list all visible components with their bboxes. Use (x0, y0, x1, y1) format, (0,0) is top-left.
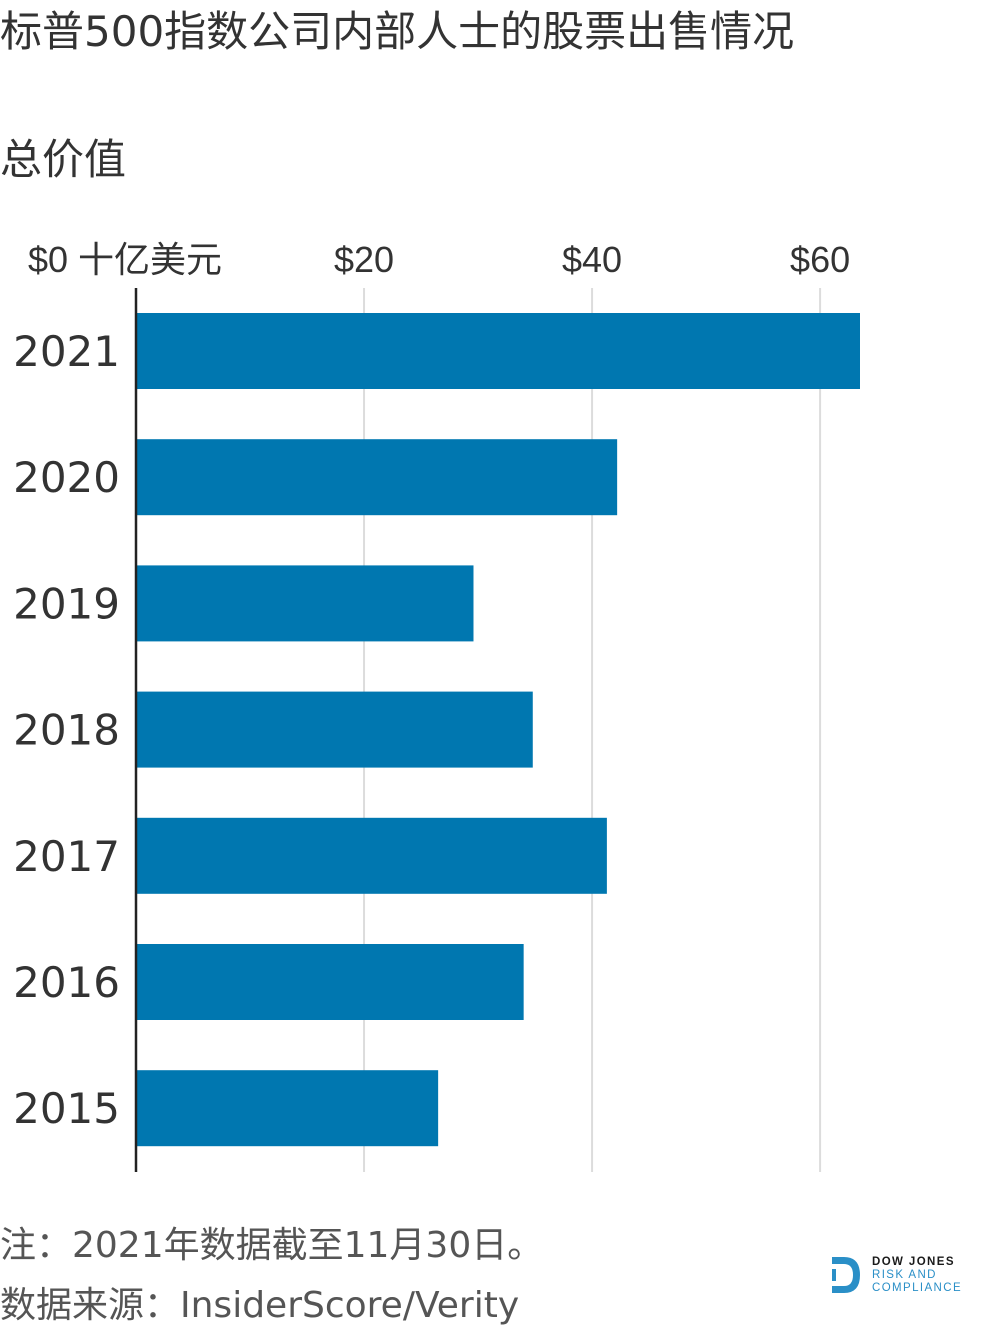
x-tick-label-0: $0 (28, 239, 68, 280)
category-label-2016: 2016 (13, 958, 120, 1007)
category-label-2018: 2018 (13, 706, 120, 755)
logo-line-1: DOW JONES (872, 1255, 955, 1268)
chart-subtitle: 总价值 (0, 135, 127, 184)
logo-line-3: COMPLIANCE (872, 1281, 963, 1294)
category-label-2020: 2020 (13, 453, 120, 502)
x-tick-label-20: $20 (334, 239, 394, 280)
chart-source: 数据来源：InsiderScore/Verity (0, 1285, 520, 1326)
x-tick-label-40: $40 (562, 239, 622, 280)
category-labels: 2021 2020 2019 2018 2017 2016 2015 (13, 327, 120, 1133)
chart-title: 标普500指数公司内部人士的股票出售情况 (0, 7, 795, 56)
bar-chart: 2021 2020 2019 2018 2017 2016 2015 $0 十亿美元 $20 $4… (13, 239, 860, 1172)
bar-2018 (136, 691, 533, 768)
bar-2020 (136, 439, 618, 516)
category-label-2019: 2019 (13, 579, 120, 628)
category-label-2021: 2021 (13, 327, 120, 376)
bars (136, 313, 860, 1147)
chart-note: 注：2021年数据截至11月30日。 (0, 1225, 544, 1266)
bar-2016 (136, 944, 524, 1020)
category-label-2015: 2015 (13, 1084, 120, 1133)
x-tick-label-60: $60 (790, 239, 850, 280)
bar-2015 (136, 1070, 439, 1147)
x-axis-unit-label: 十亿美元 (78, 239, 222, 280)
category-label-2017: 2017 (13, 832, 120, 881)
logo-line-2: RISK AND (872, 1268, 937, 1281)
bar-2019 (136, 565, 474, 642)
bar-2021 (136, 313, 860, 389)
bar-2017 (136, 817, 607, 894)
dow-jones-d-icon (832, 1257, 860, 1293)
x-axis-ticks: $0 十亿美元 $20 $40 $60 (28, 239, 850, 280)
dow-jones-logo: DOW JONES RISK AND COMPLIANCE (830, 1255, 962, 1295)
